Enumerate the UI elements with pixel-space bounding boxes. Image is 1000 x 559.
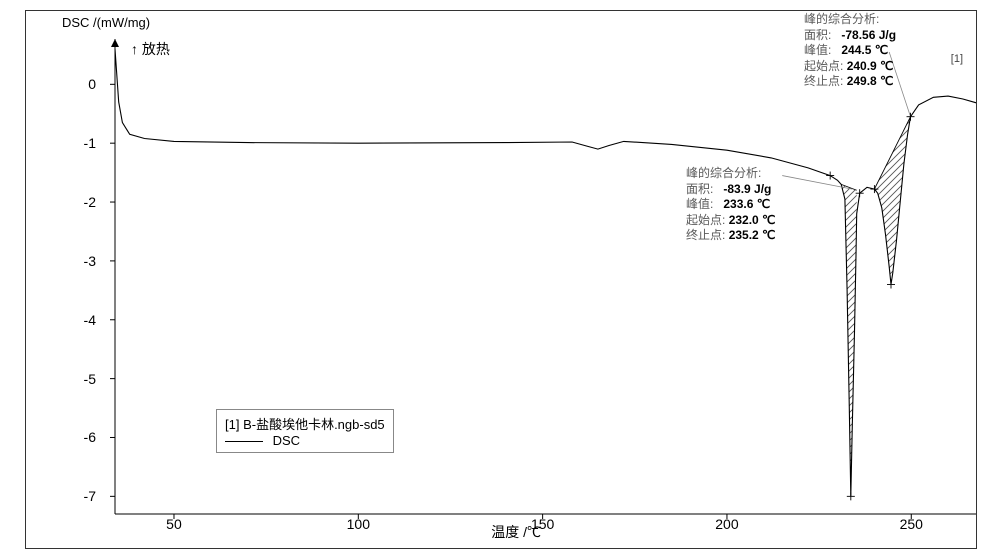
series-mark: [1]	[951, 53, 963, 65]
ytick: -6	[60, 429, 96, 445]
xtick: 100	[347, 516, 370, 532]
dsc-chart	[26, 11, 976, 548]
xtick: 200	[715, 516, 738, 532]
legend-sample: [1] B-盐酸埃他卡林.ngb-sd5	[225, 414, 385, 433]
legend: [1] B-盐酸埃他卡林.ngb-sd5 DSC	[216, 409, 394, 453]
ytick: -4	[60, 312, 96, 328]
ytick: -3	[60, 253, 96, 269]
legend-line-icon	[225, 441, 263, 442]
legend-curve: DSC	[225, 433, 385, 448]
xtick: 50	[166, 516, 182, 532]
ytick: 0	[60, 76, 96, 92]
xtick: 250	[900, 516, 923, 532]
ytick: -7	[60, 488, 96, 504]
ytick: -5	[60, 371, 96, 387]
ytick: -1	[60, 135, 96, 151]
ytick: -2	[60, 194, 96, 210]
peak2-annotation: 峰的综合分析: 面积: -78.56 J/g 峰值: 244.5 ℃ 起始点: …	[804, 12, 896, 90]
chart-frame: DSC /(mW/mg) ↑ 放热 温度 /℃ [1] B-盐酸埃他卡林.ngb…	[25, 10, 977, 549]
xtick: 150	[531, 516, 554, 532]
peak1-annotation: 峰的综合分析: 面积: -83.9 J/g 峰值: 233.6 ℃ 起始点: 2…	[686, 166, 776, 244]
